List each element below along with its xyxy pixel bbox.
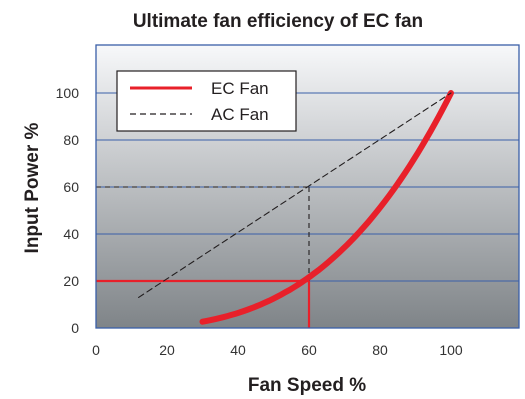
legend-label-ac-fan: AC Fan	[211, 105, 269, 124]
x-tick-0: 0	[92, 342, 100, 358]
legend-label-ec-fan: EC Fan	[211, 79, 269, 98]
x-tick-40: 40	[230, 342, 246, 358]
x-axis-ticks: 0 20 40 60 80 100	[92, 342, 463, 358]
y-tick-80: 80	[63, 132, 79, 148]
chart-title: Ultimate fan efficiency of EC fan	[133, 11, 423, 32]
legend-box	[116, 70, 297, 132]
guide-lines	[96, 186, 311, 328]
legend: EC Fan AC Fan	[116, 70, 297, 132]
y-tick-40: 40	[63, 226, 79, 242]
y-axis-ticks: 0 20 40 60 80 100	[56, 85, 80, 336]
series-line-ac-fan	[138, 92, 452, 298]
x-tick-20: 20	[159, 342, 175, 358]
y-tick-60: 60	[63, 179, 79, 195]
y-tick-0: 0	[71, 320, 79, 336]
x-tick-60: 60	[301, 342, 317, 358]
y-axis-label: Input Power %	[22, 122, 43, 253]
y-tick-100: 100	[56, 85, 80, 101]
series-line-ec-fan	[199, 90, 454, 325]
x-tick-80: 80	[372, 342, 388, 358]
plot-frame	[95, 44, 520, 329]
x-axis-label: Fan Speed %	[248, 375, 366, 396]
y-tick-20: 20	[63, 273, 79, 289]
x-tick-100: 100	[439, 342, 463, 358]
series-lines	[138, 90, 454, 325]
